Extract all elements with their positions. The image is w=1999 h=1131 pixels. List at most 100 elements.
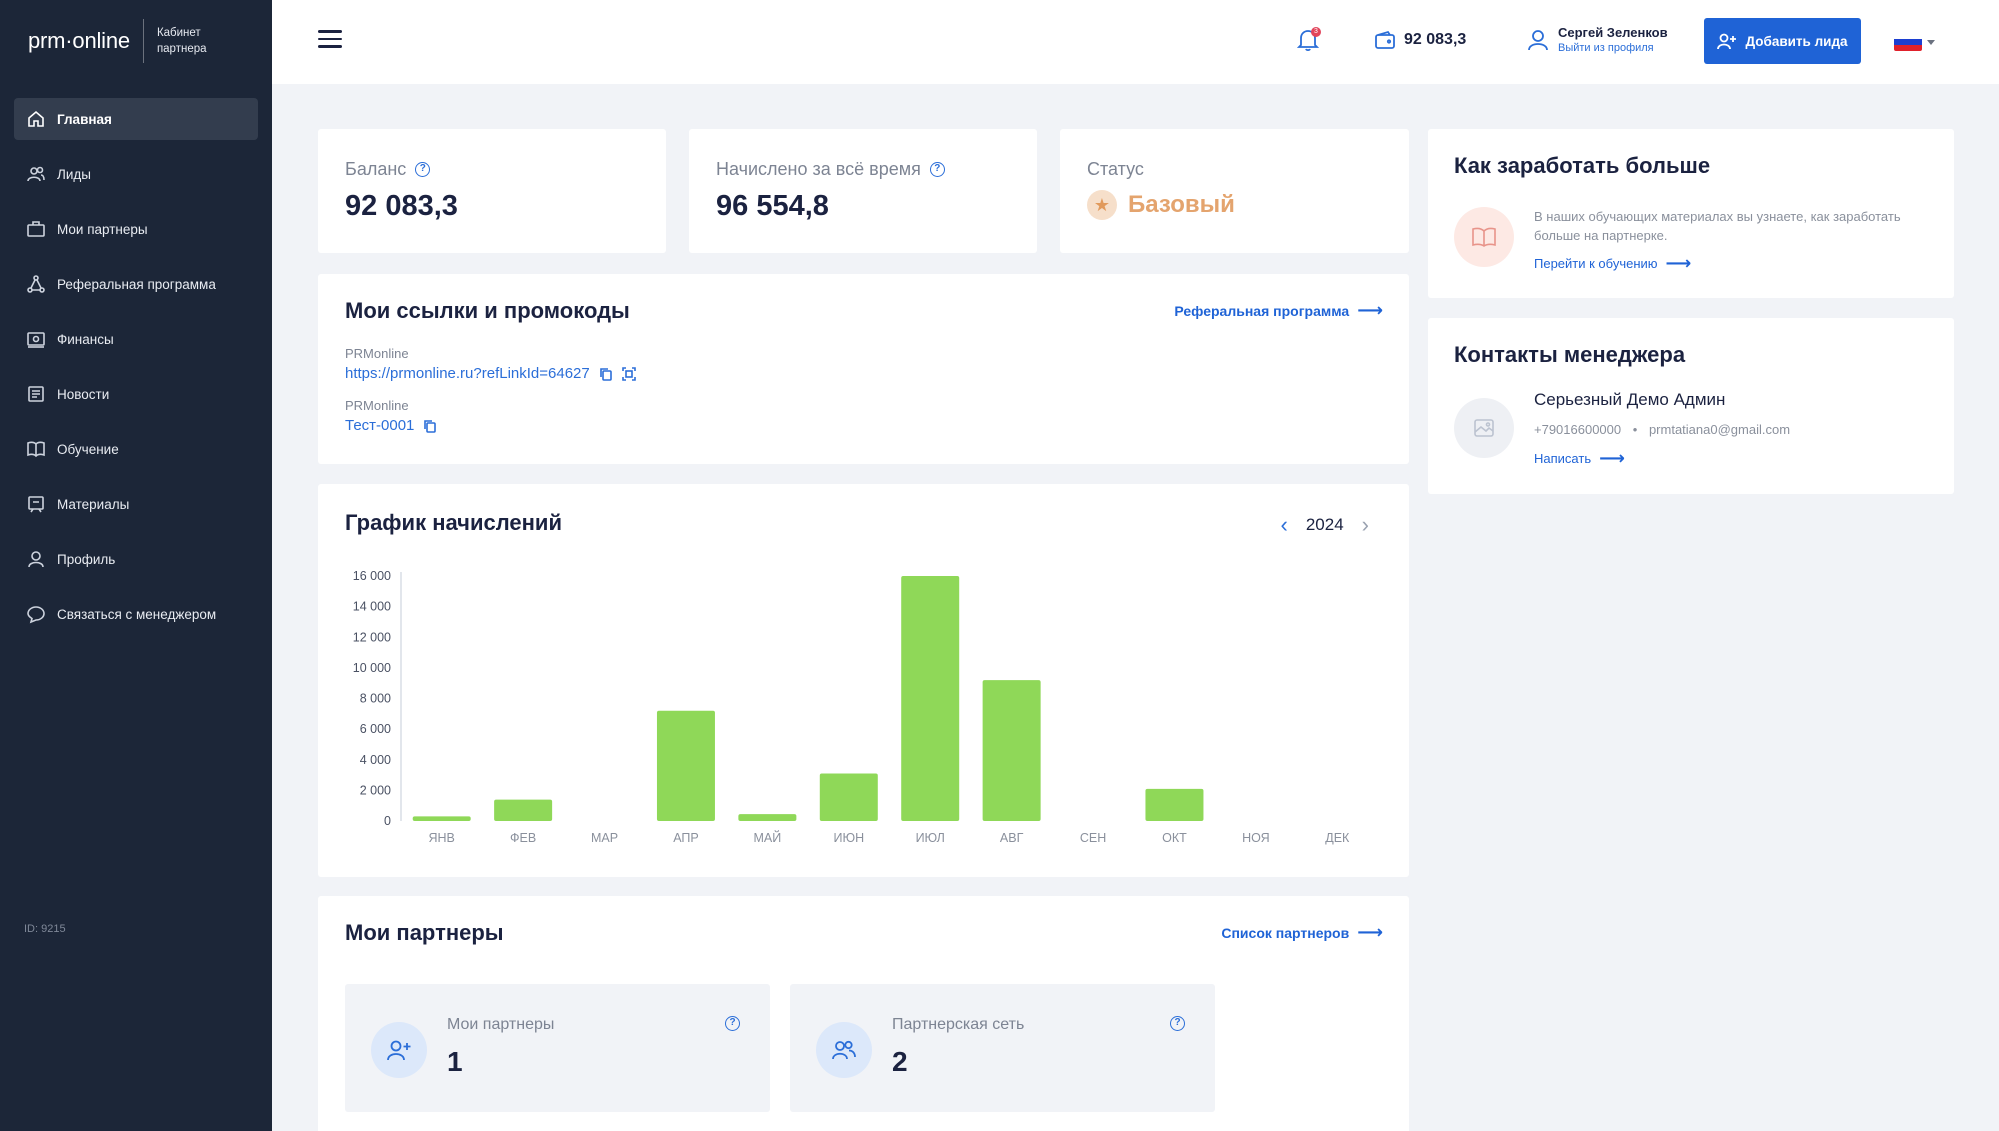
bar-ОКТ[interactable] bbox=[1145, 788, 1204, 821]
manager-phone[interactable]: +79016600000 bbox=[1534, 422, 1622, 437]
notification-badge: 3 bbox=[1311, 27, 1321, 37]
partners-card: Мои партнеры Список партнеров ⟶ Мои парт… bbox=[318, 896, 1409, 1131]
arrow-right-icon: ⟶ bbox=[1665, 253, 1692, 273]
referral-program-label: Реферальная программа bbox=[1174, 302, 1350, 319]
wallet-icon bbox=[1375, 30, 1395, 49]
partners-list-link[interactable]: Список партнеров ⟶ bbox=[1221, 922, 1383, 943]
partner-id: ID: 9215 bbox=[24, 923, 66, 935]
ref-link-row: https://prmonline.ru?refLinkId=64627 bbox=[345, 365, 636, 382]
chevron-left-icon[interactable]: ‹ bbox=[1280, 512, 1288, 537]
sidebar-item-partners[interactable]: Мои партнеры bbox=[14, 208, 258, 250]
status-card: Статус ★ Базовый bbox=[1060, 129, 1409, 253]
users-icon bbox=[816, 1022, 872, 1078]
copy-icon[interactable] bbox=[423, 419, 437, 433]
home-icon bbox=[26, 109, 46, 129]
brand: prm·online Кабинет партнера bbox=[0, 0, 272, 82]
sidebar-item-label: Лиды bbox=[57, 166, 91, 182]
bar-ЯНВ[interactable] bbox=[412, 816, 471, 821]
my-partners-box[interactable]: Мои партнеры 1 ? bbox=[345, 984, 770, 1112]
y-tick-label: 4 000 bbox=[360, 753, 391, 767]
materials-icon bbox=[26, 494, 46, 514]
copy-icon[interactable] bbox=[599, 367, 613, 381]
manager-title: Контакты менеджера bbox=[1454, 342, 1686, 367]
x-tick-label: МАЙ bbox=[754, 830, 782, 845]
year-navigation: ‹ 2024 › bbox=[1281, 512, 1369, 538]
sidebar-item-news[interactable]: Новости bbox=[14, 373, 258, 415]
y-tick-label: 16 000 bbox=[353, 569, 391, 583]
help-icon[interactable]: ? bbox=[415, 162, 431, 177]
network-icon bbox=[26, 274, 46, 294]
ref-link-url[interactable]: https://prmonline.ru?refLinkId=64627 bbox=[345, 365, 590, 382]
sidebar-item-label: Профиль bbox=[57, 551, 116, 567]
help-icon[interactable]: ? bbox=[1170, 1016, 1185, 1031]
sidebar-item-learning[interactable]: Обучение bbox=[14, 428, 258, 470]
bar-ИЮН[interactable] bbox=[819, 773, 878, 821]
flag-stripe-blue bbox=[1894, 39, 1922, 45]
users-icon bbox=[26, 164, 46, 184]
balance-card: Баланс ? 92 083,3 bbox=[318, 129, 666, 253]
sidebar-item-label: Новости bbox=[57, 386, 110, 402]
language-selector[interactable] bbox=[1894, 33, 1935, 51]
sidebar-item-finance[interactable]: Финансы bbox=[14, 318, 258, 360]
manager-email[interactable]: prmtatiana0@gmail.com bbox=[1648, 422, 1791, 437]
add-lead-button[interactable]: Добавить лида bbox=[1704, 18, 1861, 64]
bar-АВГ[interactable] bbox=[982, 680, 1041, 821]
write-manager-link[interactable]: Написать ⟶ bbox=[1534, 448, 1625, 469]
sidebar-item-referral[interactable]: Реферальная программа bbox=[14, 263, 258, 305]
bar-ИЮЛ[interactable] bbox=[901, 576, 960, 821]
bar-МАЙ[interactable] bbox=[738, 814, 797, 821]
arrow-right-icon: ⟶ bbox=[1599, 448, 1625, 468]
sidebar-item-label: Финансы bbox=[57, 331, 114, 347]
sidebar-item-leads[interactable]: Лиды bbox=[14, 153, 258, 195]
x-tick-label: ИЮН bbox=[833, 831, 864, 845]
sidebar-item-profile[interactable]: Профиль bbox=[14, 538, 258, 580]
russia-flag-icon bbox=[1894, 33, 1922, 51]
top-header: 3 92 083,3 Сергей Зеленков Выйти из проф… bbox=[272, 0, 1999, 84]
bar-АПР[interactable] bbox=[656, 710, 715, 821]
go-to-learning-link[interactable]: Перейти к обучению ⟶ bbox=[1534, 253, 1691, 274]
wallet-balance[interactable]: 92 083,3 bbox=[1374, 30, 1466, 50]
help-icon[interactable]: ? bbox=[725, 1016, 740, 1031]
sidebar-item-label: Связаться с менеджером bbox=[57, 606, 217, 622]
sidebar-item-materials[interactable]: Материалы bbox=[14, 483, 258, 525]
flag-stripe-red bbox=[1894, 45, 1922, 51]
links-title: Мои ссылки и промокоды bbox=[345, 298, 630, 323]
manager-contacts: +79016600000 • prmtatiana0@gmail.com bbox=[1534, 422, 1790, 437]
x-tick-label: АПР bbox=[673, 831, 699, 845]
add-user-icon bbox=[371, 1022, 427, 1078]
x-tick-label: АВГ bbox=[1000, 831, 1024, 845]
promo-source: PRMonline bbox=[345, 398, 409, 413]
bar-ФЕВ[interactable] bbox=[494, 799, 553, 821]
links-card: Мои ссылки и промокоды Реферальная прогр… bbox=[318, 274, 1409, 464]
x-tick-label: ЯНВ bbox=[429, 831, 455, 845]
user-menu[interactable]: Сергей Зеленков Выйти из профиля bbox=[1527, 25, 1668, 54]
logo[interactable]: prm·online bbox=[28, 28, 130, 53]
menu-icon bbox=[318, 30, 342, 33]
book-icon bbox=[1454, 207, 1514, 267]
referral-program-link[interactable]: Реферальная программа ⟶ bbox=[1174, 300, 1383, 321]
sidebar-item-label: Обучение bbox=[57, 441, 119, 457]
contact-separator: • bbox=[1632, 422, 1638, 437]
user-info: Сергей Зеленков Выйти из профиля bbox=[1558, 25, 1668, 54]
notifications-button[interactable]: 3 bbox=[1296, 27, 1323, 56]
promo-code[interactable]: Тест-0001 bbox=[345, 417, 415, 434]
chat-icon bbox=[26, 604, 46, 624]
sidebar: prm·online Кабинет партнера Главная Лиды… bbox=[0, 0, 272, 1131]
qr-code-icon[interactable] bbox=[621, 366, 636, 381]
logout-link[interactable]: Выйти из профиля bbox=[1558, 42, 1654, 54]
arrow-right-icon: ⟶ bbox=[1357, 300, 1383, 320]
earned-card: Начислено за всё время ? 96 554,8 bbox=[689, 129, 1037, 253]
chevron-right-icon[interactable]: › bbox=[1361, 512, 1369, 537]
partner-network-box[interactable]: Партнерская сеть 2 ? bbox=[790, 984, 1215, 1112]
sidebar-item-label: Реферальная программа bbox=[57, 276, 216, 292]
menu-toggle-button[interactable] bbox=[318, 30, 342, 50]
user-icon bbox=[1528, 29, 1548, 50]
x-tick-label: СЕН bbox=[1080, 831, 1106, 845]
help-icon[interactable]: ? bbox=[929, 162, 945, 177]
earn-more-text: В наших обучающих материалах вы узнаете,… bbox=[1534, 209, 1901, 243]
sidebar-item-contact-manager[interactable]: Связаться с менеджером bbox=[14, 593, 258, 635]
partner-network-label: Партнерская сеть bbox=[892, 1016, 1025, 1033]
manager-name: Серьезный Демо Админ bbox=[1534, 390, 1726, 409]
sidebar-item-home[interactable]: Главная bbox=[14, 98, 258, 140]
chart-title: График начислений bbox=[345, 510, 562, 535]
